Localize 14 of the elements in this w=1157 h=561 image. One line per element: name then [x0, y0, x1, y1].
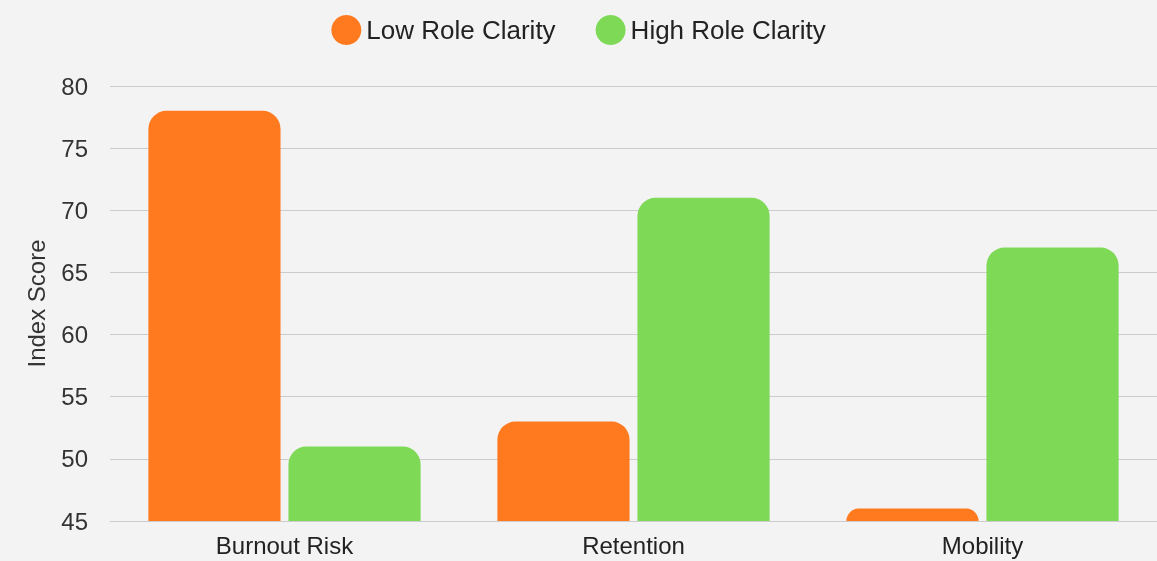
x-tick-label: Retention — [582, 531, 685, 559]
legend-label: Low Role Clarity — [366, 15, 556, 45]
y-tick-label: 65 — [61, 258, 88, 286]
y-tick-label: 80 — [61, 72, 88, 100]
y-tick-label: 55 — [61, 383, 88, 411]
y-axis-title: Index Score — [22, 239, 50, 368]
y-tick-label: 75 — [61, 134, 88, 162]
y-tick-label: 45 — [61, 507, 88, 535]
y-tick-label: 70 — [61, 196, 88, 224]
x-tick-label: Mobility — [941, 531, 1024, 559]
y-tick-label: 50 — [61, 445, 88, 473]
y-tick-label: 60 — [61, 321, 88, 349]
x-tick-label: Burnout Risk — [215, 531, 355, 559]
legend-label: High Role Clarity — [630, 15, 826, 45]
